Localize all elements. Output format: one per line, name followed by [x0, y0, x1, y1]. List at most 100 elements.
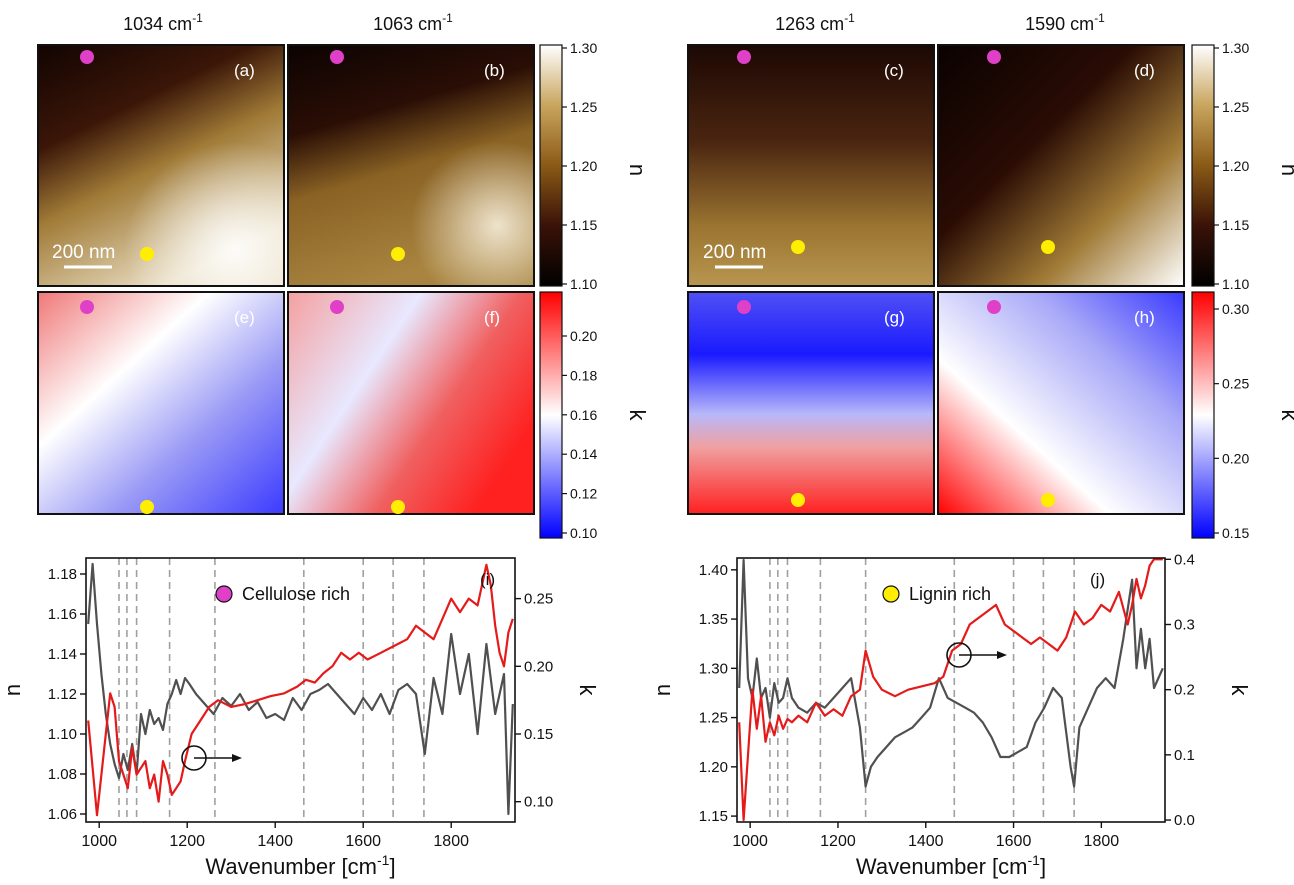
- colorbar-tick-label: 0.18: [570, 367, 597, 383]
- x-tick-label: 1000: [81, 833, 117, 850]
- colorbar-k-right: [1191, 291, 1215, 539]
- panel-label-e: (e): [234, 308, 255, 327]
- lignin-marker-b: [391, 247, 405, 261]
- y2-axis-label: k: [1227, 685, 1252, 697]
- y-tick-label: 1.40: [699, 562, 728, 579]
- y-tick-label: 1.20: [699, 759, 728, 776]
- scalebar-label-c: 200 nm: [703, 242, 766, 263]
- k-series-line: [87, 563, 514, 817]
- colorbar-tick-label: 0.14: [570, 446, 597, 462]
- map-c: [687, 44, 935, 287]
- lignin-marker-e: [140, 500, 154, 514]
- map-g: [687, 291, 935, 515]
- map-e: [37, 291, 285, 515]
- panel-label-g: (g): [884, 308, 905, 327]
- x-tick-label: 1600: [996, 833, 1032, 850]
- legend-label: Lignin rich: [909, 584, 991, 604]
- colorbar-tick-label: 0.30: [1222, 301, 1249, 317]
- y2-tick-label: 0.15: [524, 726, 553, 743]
- y-axis-label: n: [0, 684, 25, 696]
- y2-axis-label: k: [575, 685, 600, 697]
- x-tick-label: 1200: [169, 833, 205, 850]
- cellulose-marker-f: [330, 300, 344, 314]
- y-tick-label: 1.08: [48, 766, 77, 783]
- spectrum-plot-i: 1000 1200 1400 1600 1800 1.06 1.08 1.10 1.12 1.14…: [0, 557, 600, 879]
- k-series-line: [738, 558, 1163, 822]
- y-tick-label: 1.18: [48, 566, 77, 583]
- title-col-a: 1034 cm-1: [123, 11, 203, 34]
- legend-marker: [215, 585, 233, 603]
- y-tick-label: 1.14: [48, 646, 77, 663]
- y2-tick-label: 0.0: [1174, 812, 1195, 829]
- lignin-marker-f: [391, 500, 405, 514]
- cellulose-marker-c: [737, 50, 751, 64]
- panel-label-c: (c): [884, 61, 904, 80]
- colorbar-tick-label: 1.25: [1222, 99, 1249, 115]
- x-axis-label: Wavenumber [cm-1]: [205, 852, 395, 879]
- colorbar-tick-label: 0.12: [570, 486, 597, 502]
- colorbar-label-n-right: n: [1277, 164, 1294, 176]
- colorbar-tick-label: 0.20: [570, 328, 597, 344]
- y-tick-label: 1.06: [48, 806, 77, 823]
- colorbar-label-k-right: k: [1277, 410, 1294, 422]
- colorbar-tick-label: 1.20: [570, 158, 597, 174]
- lignin-marker-h: [1041, 493, 1055, 507]
- map-f: [287, 291, 535, 515]
- colorbar-tick-label: 1.10: [1222, 276, 1249, 292]
- panel-label: (i): [480, 570, 495, 589]
- y2-tick-label: 0.10: [524, 794, 553, 811]
- colorbar-tick-label: 0.25: [1222, 376, 1249, 392]
- y-tick-label: 1.10: [48, 726, 77, 743]
- colorbar-label-k-left: k: [625, 410, 650, 422]
- colorbar-tick-label: 0.15: [1222, 525, 1249, 541]
- arrow-head-icon: [997, 651, 1007, 659]
- colorbar-tick-label: 1.15: [1222, 217, 1249, 233]
- legend-marker: [882, 585, 900, 603]
- colorbar-ticks: 1.30 1.25 1.20 1.15 1.10 0.20 0.18 0.16 0.14 0.12…: [562, 40, 1249, 541]
- colorbar-tick-label: 0.16: [570, 407, 597, 423]
- markers: [80, 50, 1055, 514]
- y-tick-label: 1.35: [699, 611, 728, 628]
- x-axis-label: Wavenumber [cm-1]: [856, 852, 1046, 879]
- x-tick-label: 1400: [257, 833, 293, 850]
- colorbar-tick-label: 1.25: [570, 99, 597, 115]
- cellulose-marker-g: [737, 300, 751, 314]
- colorbar-label-n-left: n: [625, 164, 650, 176]
- arrow-head-icon: [232, 754, 242, 762]
- colorbar-tick-label: 1.15: [570, 217, 597, 233]
- map-a: [37, 44, 285, 287]
- panel-label-a: (a): [234, 61, 255, 80]
- x-tick-label: 1800: [1084, 833, 1120, 850]
- x-tick-label: 1200: [820, 833, 856, 850]
- y2-tick-label: 0.1: [1174, 747, 1195, 764]
- y-tick-label: 1.16: [48, 606, 77, 623]
- y-tick-label: 1.15: [699, 808, 728, 825]
- panel-label-h: (h): [1134, 308, 1155, 327]
- plot-frame: [85, 557, 516, 823]
- title-col-d: 1590 cm-1: [1025, 11, 1105, 34]
- panel-label-b: (b): [484, 61, 505, 80]
- panel-label-d: (d): [1134, 61, 1155, 80]
- title-col-c: 1263 cm-1: [775, 11, 855, 34]
- y2-tick-label: 0.2: [1174, 682, 1195, 699]
- y-tick-label: 1.30: [699, 660, 728, 677]
- map-b: [287, 44, 535, 287]
- colorbar-tick-label: 1.10: [570, 276, 597, 292]
- x-tick-label: 1800: [433, 833, 469, 850]
- colorbar-tick-label: 1.30: [570, 40, 597, 56]
- n-series-line: [738, 558, 1164, 788]
- panel-label-f: (f): [484, 308, 500, 327]
- lignin-marker-g: [791, 493, 805, 507]
- cellulose-marker-b: [330, 50, 344, 64]
- spectrum-plot-j: 1000 1200 1400 1600 1800 1.15 1.20 1.25 1.30 1.35…: [650, 551, 1252, 879]
- scalebar-label-a: 200 nm: [52, 242, 115, 263]
- x-tick-label: 1000: [732, 833, 768, 850]
- y-tick-label: 1.25: [699, 710, 728, 727]
- panel-label: (j): [1090, 570, 1105, 589]
- colorbar-k-left: [539, 291, 563, 539]
- cellulose-marker-a: [80, 50, 94, 64]
- y2-tick-label: 0.4: [1174, 551, 1195, 568]
- cellulose-marker-d: [987, 50, 1001, 64]
- x-tick-label: 1400: [908, 833, 944, 850]
